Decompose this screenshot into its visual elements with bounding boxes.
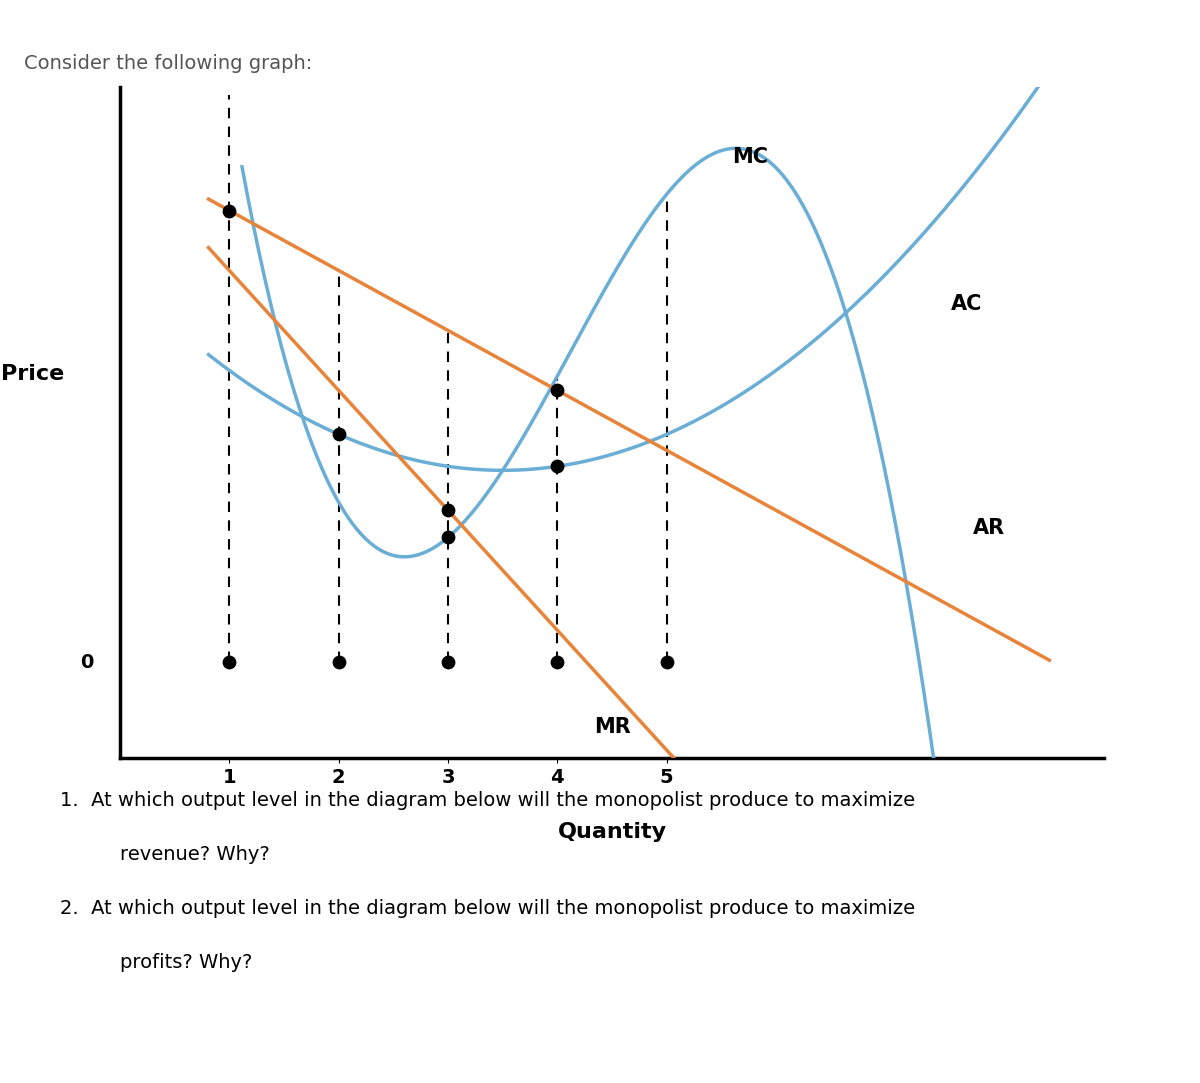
Text: 0: 0 bbox=[80, 653, 94, 671]
Text: Price: Price bbox=[1, 364, 64, 384]
Text: MR: MR bbox=[594, 717, 630, 736]
Point bbox=[438, 529, 457, 546]
Point bbox=[547, 653, 566, 670]
Point bbox=[329, 426, 348, 443]
Text: AR: AR bbox=[973, 519, 1004, 538]
Point bbox=[220, 653, 239, 670]
Point bbox=[547, 458, 566, 475]
Text: 1.  At which output level in the diagram below will the monopolist produce to ma: 1. At which output level in the diagram … bbox=[60, 791, 916, 810]
Text: revenue? Why?: revenue? Why? bbox=[120, 845, 270, 864]
Point bbox=[547, 381, 566, 399]
Text: profits? Why?: profits? Why? bbox=[120, 953, 252, 973]
Point bbox=[658, 653, 677, 670]
X-axis label: Quantity: Quantity bbox=[558, 822, 666, 841]
Text: Consider the following graph:: Consider the following graph: bbox=[24, 54, 312, 74]
Point bbox=[438, 501, 457, 519]
Text: MC: MC bbox=[732, 147, 768, 168]
Point bbox=[329, 653, 348, 670]
Text: AC: AC bbox=[950, 295, 983, 314]
Point bbox=[220, 201, 239, 219]
Text: 2.  At which output level in the diagram below will the monopolist produce to ma: 2. At which output level in the diagram … bbox=[60, 899, 916, 918]
Point bbox=[438, 653, 457, 670]
